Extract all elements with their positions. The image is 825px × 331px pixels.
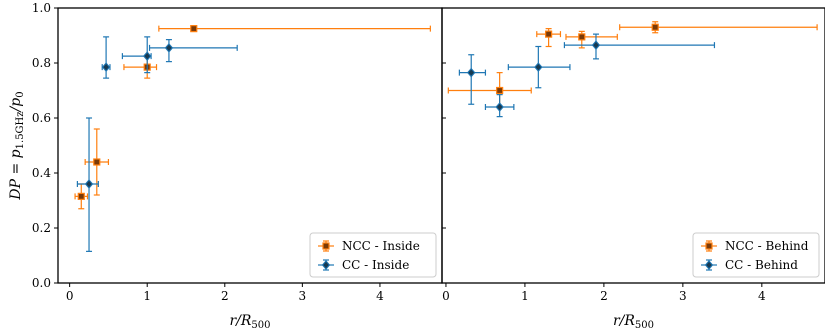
diamond-marker <box>495 102 504 112</box>
x-tick-label: 0 <box>442 289 450 303</box>
data-point <box>158 25 431 33</box>
square-marker <box>651 23 659 31</box>
diamond-marker <box>142 51 152 61</box>
left-panel: 0 1 2 3 4 0.0 0.2 0.4 0.6 0.8 1.0 r/R500 DP = p1.5GH… <box>8 1 443 331</box>
y-tick-label: 0.6 <box>32 111 51 125</box>
x-tick-label: 3 <box>679 289 687 303</box>
x-tick-label: 2 <box>221 289 229 303</box>
data-point <box>447 72 532 108</box>
data-point <box>536 28 562 48</box>
data-point <box>121 36 152 74</box>
data-point <box>123 55 158 79</box>
diamond-marker <box>101 62 111 72</box>
legend-diamond-marker <box>321 260 331 270</box>
data-point <box>507 45 571 89</box>
data-point <box>84 128 110 196</box>
x-tick-label: 1 <box>143 289 151 303</box>
legend-box <box>692 232 820 278</box>
legend: NCC - Inside CC - Inside <box>309 232 437 278</box>
diamond-marker <box>591 40 601 50</box>
legend: NCC - Behind CC - Behind <box>692 232 820 278</box>
y-tick-label: 0.4 <box>32 166 51 180</box>
legend-label: NCC - Inside <box>342 239 420 253</box>
square-marker <box>496 86 504 95</box>
legend-label: CC - Inside <box>342 258 409 272</box>
legend-diamond-marker <box>704 260 714 270</box>
data-point <box>458 54 487 105</box>
y-axis-label-part: /p <box>8 98 24 114</box>
x-tick-label: 3 <box>299 289 307 303</box>
legend-label: CC - Behind <box>725 258 798 272</box>
square-marker <box>77 192 85 200</box>
diamond-marker <box>84 179 94 189</box>
data-point <box>101 36 111 79</box>
x-axis-label: r/R500 <box>229 313 270 331</box>
x-axis-label-subscript: 500 <box>251 320 270 331</box>
square-marker <box>93 158 101 166</box>
data-point <box>484 94 515 118</box>
y-axis-label-subscript: 1.5GHz <box>15 111 26 149</box>
x-tick-label: 4 <box>758 289 766 303</box>
y-axis-label: DP = p1.5GHz/p0 <box>8 91 26 200</box>
legend-entry: NCC - Behind <box>701 239 809 253</box>
y-axis-label-subscript: 0 <box>15 91 26 97</box>
data-point <box>76 117 99 252</box>
x-axis-label: r/R500 <box>613 313 654 331</box>
x-tick-label: 1 <box>521 289 529 303</box>
legend-square-marker <box>322 242 330 250</box>
legend-entry: CC - Behind <box>701 258 798 272</box>
diamond-marker <box>534 62 543 72</box>
x-tick-label: 4 <box>376 289 384 303</box>
y-tick-label: 0.2 <box>32 221 51 235</box>
x-tick-label: 0 <box>66 289 74 303</box>
square-marker <box>545 30 553 38</box>
legend-entry: CC - Inside <box>318 258 409 272</box>
data-point <box>74 183 89 210</box>
legend-entry: NCC - Inside <box>318 239 420 253</box>
right-panel: 0 1 2 3 4 r/R500 NCC - Behind CC - Behind <box>441 7 825 331</box>
y-tick-label: 1.0 <box>32 1 51 15</box>
data-point <box>563 33 716 60</box>
legend-square-marker <box>705 242 713 250</box>
diamond-marker <box>164 43 174 53</box>
square-marker <box>190 25 198 33</box>
data-point <box>619 21 818 34</box>
x-tick-label: 2 <box>600 289 608 303</box>
legend-box <box>309 232 437 278</box>
y-tick-label: 0.8 <box>32 56 51 70</box>
legend-label: NCC - Behind <box>725 239 809 253</box>
x-axis-label-subscript: 500 <box>635 320 654 331</box>
plot-frame <box>441 7 825 284</box>
data-point <box>148 39 238 63</box>
diamond-marker <box>466 67 476 78</box>
y-tick-label: 0.0 <box>32 276 51 290</box>
square-marker <box>578 33 586 41</box>
